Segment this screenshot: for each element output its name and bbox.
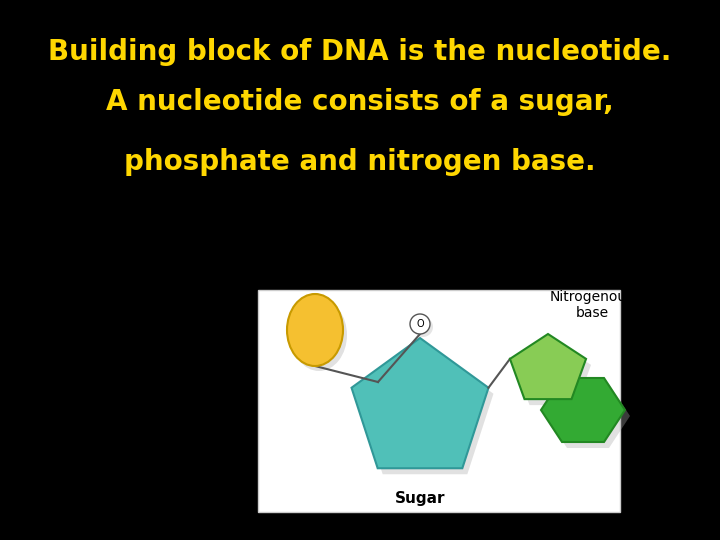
Text: Building block of DNA is the nucleotide.: Building block of DNA is the nucleotide. — [48, 38, 672, 66]
Text: phosphate and nitrogen base.: phosphate and nitrogen base. — [124, 148, 596, 176]
Circle shape — [410, 314, 430, 334]
Text: Phosphate: Phosphate — [330, 268, 403, 282]
Ellipse shape — [287, 294, 343, 366]
Polygon shape — [515, 340, 591, 405]
Polygon shape — [510, 334, 586, 399]
Polygon shape — [541, 378, 625, 442]
Circle shape — [413, 317, 433, 337]
Polygon shape — [546, 384, 630, 448]
Text: Sugar: Sugar — [395, 490, 445, 505]
Ellipse shape — [291, 299, 347, 371]
Text: O: O — [416, 319, 424, 329]
Text: Nitrogenous
base: Nitrogenous base — [550, 290, 634, 320]
FancyBboxPatch shape — [258, 290, 620, 512]
Text: A nucleotide consists of a sugar,: A nucleotide consists of a sugar, — [106, 88, 614, 116]
Polygon shape — [356, 344, 493, 474]
Polygon shape — [351, 338, 488, 468]
